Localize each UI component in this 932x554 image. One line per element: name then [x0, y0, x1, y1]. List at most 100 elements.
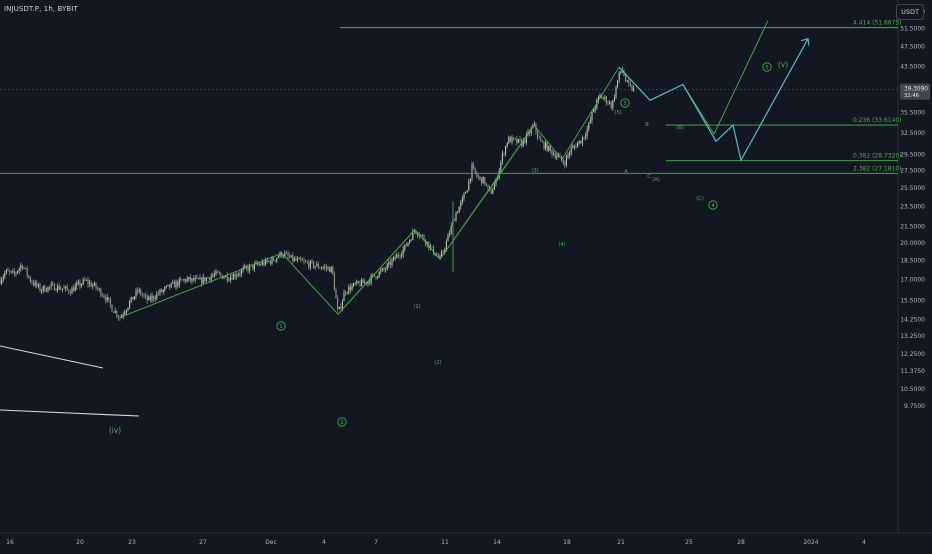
candle-body — [343, 292, 345, 302]
candle-body — [173, 282, 175, 288]
candle-body — [333, 274, 335, 290]
candle-body — [543, 142, 545, 149]
wave-label-circle — [762, 62, 772, 72]
candle-body — [306, 261, 308, 263]
candle-body — [509, 136, 511, 143]
candle-body — [301, 260, 303, 261]
candle-body — [530, 128, 532, 134]
candle-body — [5, 269, 7, 274]
candle-body — [410, 239, 412, 241]
candle-body — [191, 278, 193, 281]
candle-body — [197, 277, 199, 280]
candle-body — [625, 76, 627, 82]
candle-body — [356, 281, 358, 284]
wave-labels-group: (iv) 1 2 (1) (2) (3) (4) (5)3 A B C (A) (B) (C) 4 5 (v) — [109, 60, 788, 435]
candle-body — [282, 256, 284, 257]
candle-body — [284, 253, 286, 257]
candle-body — [100, 288, 102, 296]
candle-body — [9, 271, 11, 272]
candle-body — [23, 268, 25, 269]
candle-body — [125, 310, 127, 313]
candle-body — [137, 290, 139, 292]
candle-body — [236, 275, 238, 277]
price-axis-tick: 29.5000 — [900, 152, 925, 159]
candle-body — [295, 258, 297, 261]
fib-level-label: 0.236 (33.6140) — [853, 117, 902, 124]
candle-body — [482, 176, 484, 184]
candle-body — [58, 285, 60, 290]
candle-body — [228, 280, 230, 281]
price-axis-tick: 17.0000 — [900, 277, 925, 284]
candle-body — [402, 249, 404, 255]
candle-body — [362, 279, 364, 284]
candle-body — [461, 197, 463, 202]
candle-body — [417, 233, 419, 236]
candle-body — [175, 281, 177, 288]
candle-body — [463, 193, 465, 198]
candle-body — [373, 274, 375, 277]
candle-body — [369, 280, 371, 283]
candle-body — [513, 137, 515, 139]
candle-body — [109, 299, 111, 305]
candle-body — [82, 279, 84, 284]
candle-body — [303, 260, 305, 262]
candle-body — [610, 102, 612, 108]
candle-body — [241, 269, 243, 274]
candle-body — [274, 260, 276, 262]
time-axis-label: 28 — [737, 539, 745, 546]
candle-body — [433, 246, 435, 255]
candle-body — [65, 286, 67, 289]
candle-body — [319, 267, 321, 269]
wave-label-circle — [276, 321, 286, 331]
candle-body — [324, 266, 326, 268]
candle-body — [484, 176, 486, 185]
candle-body — [580, 140, 582, 144]
candle-body — [353, 283, 355, 286]
candle-body — [289, 256, 291, 258]
candle-body — [292, 255, 294, 261]
candle-body — [7, 269, 9, 272]
candle-body — [55, 290, 57, 291]
time-axis-label: 14 — [493, 539, 501, 546]
price-axis-tick: 23.5000 — [900, 203, 925, 210]
candle-body — [42, 285, 44, 291]
candle-body — [93, 282, 95, 286]
candle-body — [605, 96, 607, 103]
time-axis-label: 18 — [563, 539, 571, 546]
candle-body — [460, 201, 462, 207]
candle-body — [629, 83, 631, 86]
candle-body — [146, 295, 148, 301]
candle-body — [263, 262, 265, 265]
candle-body — [135, 290, 137, 297]
candle-body — [101, 295, 103, 297]
candle-body — [375, 276, 377, 279]
wave-label: (2) — [434, 360, 441, 366]
candle-body — [119, 317, 121, 318]
candle-body — [266, 259, 268, 262]
price-axis-tick: 13.2500 — [900, 333, 925, 340]
candle-body — [612, 100, 614, 108]
fib-level-label: 4.414 (51.6675) — [853, 20, 902, 27]
candle-body — [31, 281, 33, 283]
wave-label: (B) — [676, 125, 684, 131]
price-axis-tick: 10.5000 — [900, 386, 925, 393]
candle-body — [105, 297, 107, 301]
currency-button[interactable]: USDT — [896, 4, 924, 20]
candle-body — [10, 271, 12, 272]
candle-body — [453, 220, 455, 221]
candle-body — [156, 293, 158, 299]
candle-body — [209, 277, 211, 281]
candle-body — [394, 256, 396, 259]
candle-body — [260, 264, 262, 265]
candle-body — [562, 160, 564, 164]
wave-label: 5 — [765, 65, 768, 71]
candle-body — [378, 271, 380, 277]
candle-body — [205, 277, 207, 282]
candle-body — [33, 282, 35, 286]
candle-body — [154, 298, 156, 299]
candle-body — [522, 139, 524, 147]
candle-body — [364, 282, 366, 284]
candle-body — [281, 252, 283, 257]
